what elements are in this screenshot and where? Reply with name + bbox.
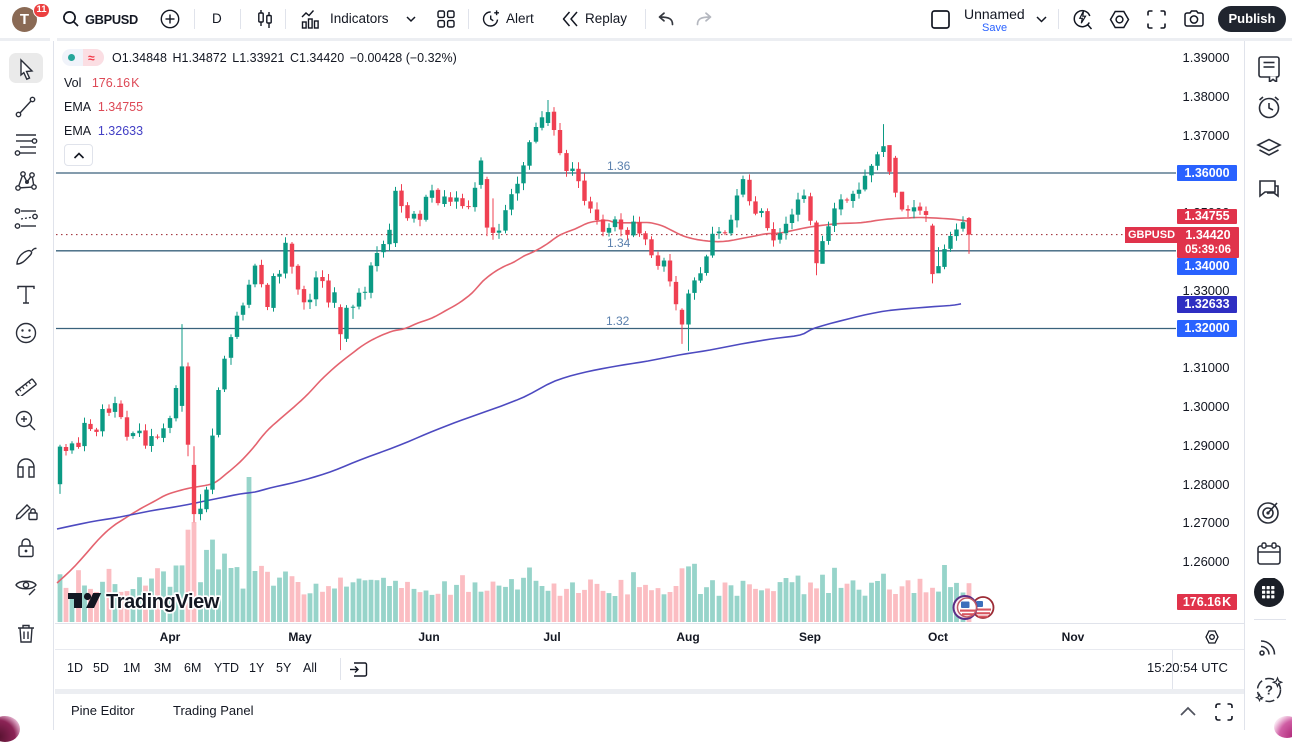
svg-text:1.36: 1.36 bbox=[607, 159, 631, 173]
svg-text:1.32: 1.32 bbox=[606, 314, 630, 328]
svg-text:TradingView: TradingView bbox=[106, 591, 220, 613]
svg-text:1.34: 1.34 bbox=[607, 236, 631, 250]
svg-text:?: ? bbox=[1265, 683, 1273, 698]
